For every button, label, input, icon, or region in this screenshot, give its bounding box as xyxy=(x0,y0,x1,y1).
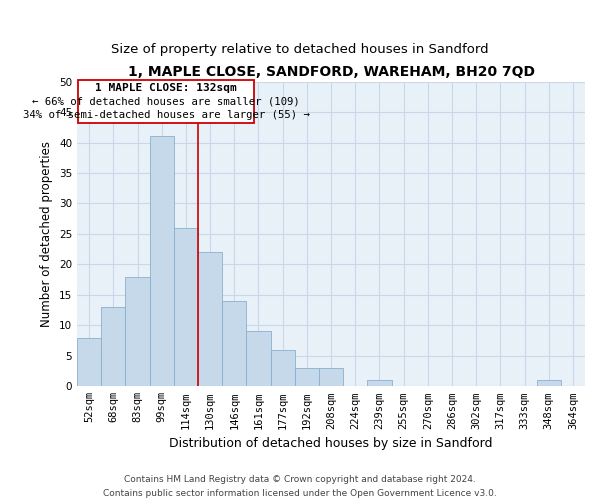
Bar xyxy=(295,368,319,386)
Bar xyxy=(198,252,222,386)
Bar xyxy=(536,380,561,386)
Text: ← 66% of detached houses are smaller (109): ← 66% of detached houses are smaller (10… xyxy=(32,96,300,106)
X-axis label: Distribution of detached houses by size in Sandford: Distribution of detached houses by size … xyxy=(169,437,493,450)
Bar xyxy=(271,350,295,387)
Bar xyxy=(222,301,247,386)
Bar xyxy=(125,276,149,386)
Bar xyxy=(149,136,174,386)
Text: Size of property relative to detached houses in Sandford: Size of property relative to detached ho… xyxy=(111,42,489,56)
Text: 1 MAPLE CLOSE: 132sqm: 1 MAPLE CLOSE: 132sqm xyxy=(95,83,237,93)
Text: 34% of semi-detached houses are larger (55) →: 34% of semi-detached houses are larger (… xyxy=(23,110,310,120)
Y-axis label: Number of detached properties: Number of detached properties xyxy=(40,141,53,327)
Title: 1, MAPLE CLOSE, SANDFORD, WAREHAM, BH20 7QD: 1, MAPLE CLOSE, SANDFORD, WAREHAM, BH20 … xyxy=(128,65,535,79)
Text: Contains HM Land Registry data © Crown copyright and database right 2024.
Contai: Contains HM Land Registry data © Crown c… xyxy=(103,476,497,498)
Bar xyxy=(101,307,125,386)
Bar xyxy=(174,228,198,386)
Bar xyxy=(77,338,101,386)
Bar xyxy=(319,368,343,386)
FancyBboxPatch shape xyxy=(78,80,254,123)
Bar xyxy=(367,380,392,386)
Bar xyxy=(247,332,271,386)
